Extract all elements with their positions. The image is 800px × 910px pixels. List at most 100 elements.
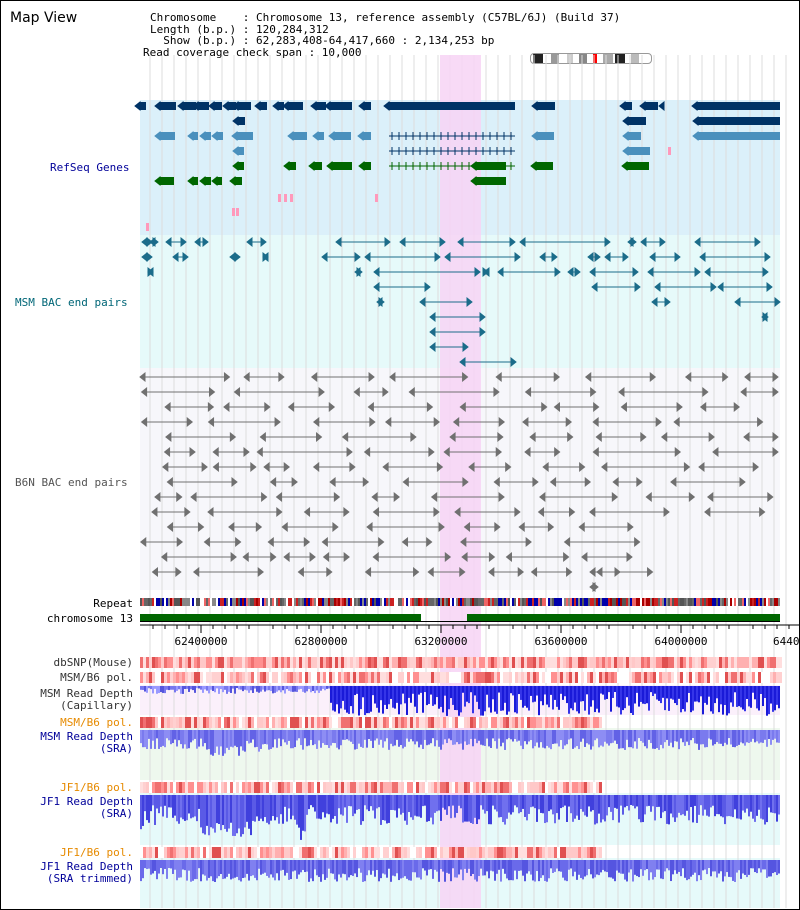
- jf1-sra-depth-bar: [462, 795, 464, 823]
- capillary-depth-bar: [218, 686, 220, 694]
- jf1-b6-pol-cell: [209, 782, 212, 793]
- jf1-sra-depth-bar: [186, 795, 188, 821]
- msm-sra-depth-bar: [202, 730, 204, 747]
- repeat-element: [558, 598, 560, 606]
- capillary-depth-bar: [426, 686, 428, 706]
- jf1-sra-depth-bar: [344, 795, 346, 808]
- repeat-element: [624, 598, 626, 606]
- jf1-sra-depth-bar: [410, 795, 412, 818]
- msm-b6-pol-cell: [359, 672, 362, 683]
- b6n-bac-label[interactable]: B6N BAC end pairs: [15, 476, 128, 489]
- repeat-element: [740, 598, 742, 606]
- msm-b6-pol-cell: [449, 672, 452, 683]
- jf1-sra-depth-bar: [714, 795, 716, 817]
- msm-sra-depth-bar: [328, 730, 330, 748]
- repeat-element: [774, 598, 776, 606]
- jf1-sra-depth-bar: [520, 795, 522, 813]
- msm-sra-depth-bar: [498, 730, 500, 739]
- dbsnp-cell: [299, 657, 302, 668]
- msm-b6-pol-cell: [557, 672, 560, 683]
- repeat-element: [370, 598, 372, 606]
- b6n-bac-pair-end: [772, 431, 779, 443]
- jf1-sra-depth-bar: [312, 795, 314, 808]
- jf1-trimmed-depth-bar: [150, 860, 152, 875]
- repeat-element: [506, 598, 508, 606]
- msm-sra-depth-bar: [472, 730, 474, 747]
- msm-sra-depth-bar: [160, 730, 162, 747]
- b6n-bac-pair-end: [233, 386, 241, 398]
- msm-sra-depth-bar: [492, 730, 494, 739]
- repeat-element: [614, 598, 616, 606]
- capillary-depth-bar: [374, 686, 376, 704]
- jf1-trimmed-depth-bar: [364, 860, 366, 882]
- jf1-trimmed-depth-bar: [504, 860, 506, 874]
- capillary-depth-bar: [690, 686, 692, 713]
- dbsnp-cell: [257, 657, 260, 668]
- msm-sra-depth-bar: [208, 730, 210, 750]
- jf1-trimmed-depth-bar: [288, 860, 290, 880]
- jf1-b6-pol-trimmed-cell: [332, 847, 335, 858]
- jf1-b6-pol-trimmed-cell: [227, 847, 230, 858]
- repeat-element: [642, 598, 644, 606]
- jf1-b6-pol-cell: [215, 782, 218, 793]
- b6n-bac-pair-end: [243, 371, 250, 383]
- jf1-sra-depth-bar: [154, 795, 156, 825]
- capillary-depth-bar: [296, 686, 298, 692]
- chromosome-line: Chromosome : Chromosome 13, reference as…: [150, 11, 621, 24]
- jf1-trimmed-depth-bar: [420, 860, 422, 880]
- coverage-line: Read coverage check span : 10,000: [143, 45, 362, 59]
- jf1-trimmed-depth-bar: [642, 860, 644, 876]
- capillary-depth-bar: [154, 686, 156, 689]
- b6n-bac-pair-end: [363, 446, 371, 458]
- jf1-b6-pol-cell: [368, 782, 371, 793]
- jf1-sra-depth-bar: [222, 795, 224, 826]
- msm-sra-depth-bar: [144, 730, 146, 748]
- jf1-sra-depth-bar: [600, 795, 602, 823]
- dbsnp-cell: [170, 657, 173, 668]
- msm-sra-depth-bar: [676, 730, 678, 742]
- jf1-trimmed-depth-bar: [764, 860, 766, 870]
- msm-sra-depth-bar: [246, 730, 248, 741]
- jf1-trimmed-depth-bar: [520, 860, 522, 871]
- jf1-sra-depth-bar: [442, 795, 444, 808]
- dbsnp-cell: [242, 657, 245, 668]
- jf1-b6-pol-cell: [416, 782, 419, 793]
- capillary-depth-bar: [650, 686, 652, 693]
- jf1-trimmed-depth-bar: [362, 860, 364, 882]
- msm-sra-depth-bar: [258, 730, 260, 752]
- b6n-bac-pair-end: [140, 386, 148, 398]
- msm-sra-depth-bar: [714, 730, 716, 745]
- b6n-bac-pair-end: [329, 476, 336, 488]
- msm-b6-pol-sra-cell: [182, 717, 185, 728]
- b6n-bac-pair-end: [488, 566, 495, 578]
- repeat-element: [720, 598, 722, 606]
- msm-sra-depth-bar: [420, 730, 422, 745]
- msm-b6-pol-cell: [608, 672, 611, 683]
- jf1-trimmed-depth-bar: [528, 860, 530, 872]
- jf1-trimmed-depth-bar: [218, 860, 220, 877]
- dbsnp-cell: [173, 657, 176, 668]
- jf1-sra-depth-bar: [490, 795, 492, 825]
- msm-bac-label[interactable]: MSM BAC end pairs: [15, 296, 128, 309]
- jf1-trimmed-depth-bar: [756, 860, 758, 874]
- capillary-depth-bar: [250, 686, 252, 691]
- msm-b6-pol-cell: [239, 672, 242, 683]
- repeat-element: [286, 598, 288, 606]
- b6n-bac-pair-end: [494, 521, 501, 533]
- msm-sra-depth-bar: [372, 730, 374, 748]
- msm-b6-pol-cell: [197, 672, 200, 683]
- refseq-genes-label[interactable]: RefSeq Genes: [50, 161, 130, 174]
- jf1-b6-pol-cell: [371, 782, 374, 793]
- jf1-b6-pol-cell: [200, 782, 203, 793]
- msm-b6-pol-sra-cell: [440, 717, 443, 728]
- jf1-b6-pol-trimmed-cell: [275, 847, 278, 858]
- jf1-trimmed-depth-bar: [284, 860, 286, 876]
- msm-b6-pol-cell: [233, 672, 236, 683]
- msm-sra-depth-bar: [716, 730, 718, 743]
- msm-b6-pol-cell: [572, 672, 575, 683]
- repeat-element: [338, 598, 340, 606]
- msm-sra-depth-bar: [620, 730, 622, 749]
- msm-sra-depth-bar: [414, 730, 416, 745]
- jf1-sra-depth-bar: [722, 795, 724, 818]
